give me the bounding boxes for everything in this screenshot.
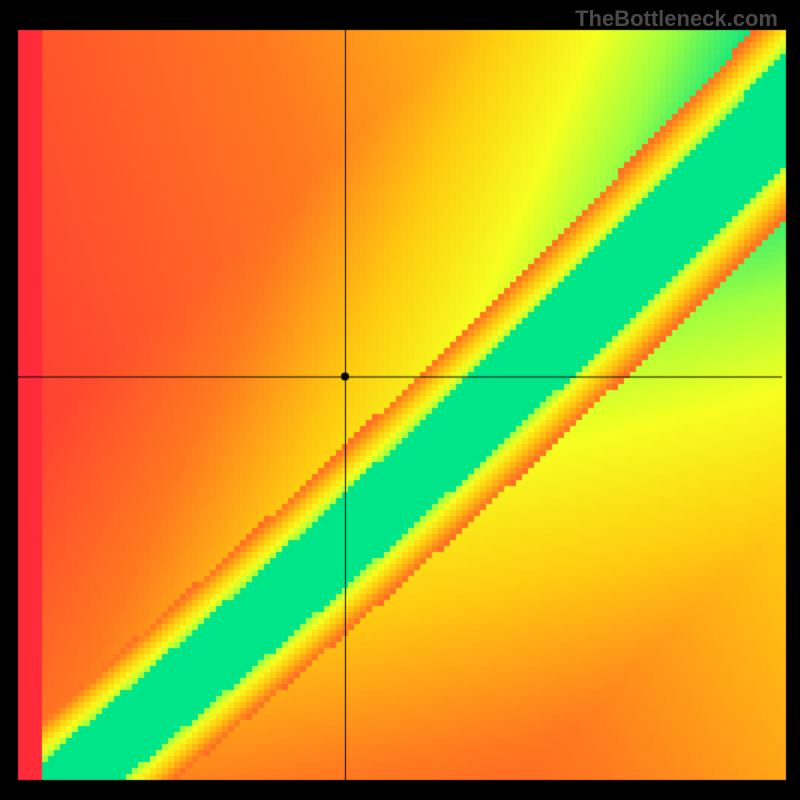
bottleneck-heatmap <box>0 0 800 800</box>
watermark-text: TheBottleneck.com <box>575 6 778 32</box>
